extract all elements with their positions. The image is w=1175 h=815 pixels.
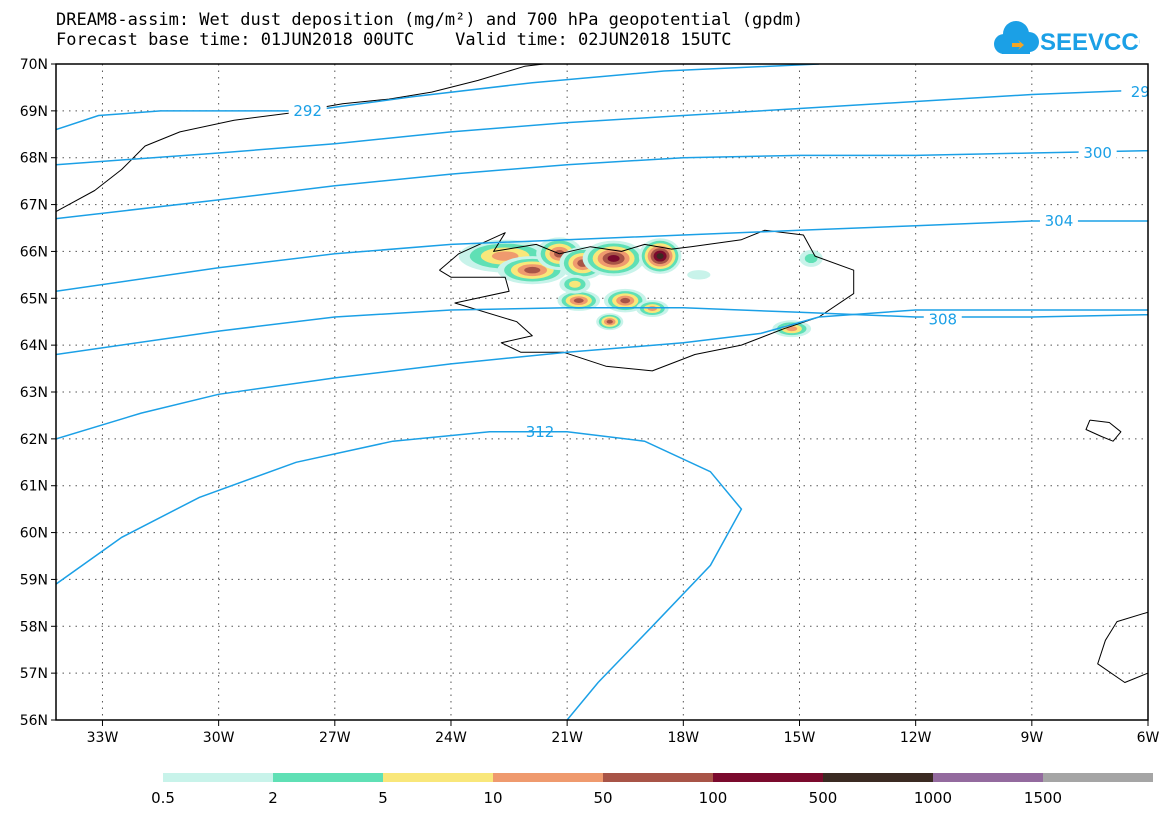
- colorbar-label: 10: [483, 789, 502, 807]
- lat-tick-label: 67N: [20, 198, 48, 214]
- contour-line: [56, 64, 819, 131]
- lat-tick-label: 62N: [20, 432, 48, 448]
- colorbar-segment: [603, 773, 713, 782]
- colorbar-segment: [273, 773, 383, 782]
- lat-tick-label: 69N: [20, 104, 48, 120]
- lon-tick-label: 6W: [1137, 730, 1160, 746]
- contour-label: 300: [1083, 144, 1112, 162]
- deposition-patch: [491, 251, 519, 261]
- lat-tick-label: 56N: [20, 713, 48, 729]
- logo-text: SEEVCCC: [1040, 29, 1140, 56]
- contour-label-bg: [1078, 144, 1117, 163]
- contour-label-bg: [1039, 211, 1078, 230]
- deposition-patch: [524, 266, 541, 274]
- map-axes: 33W 30W 27W 24W 21W 18W 15W 12W 9W 6W 70N 69N 68N 67N…: [20, 57, 1160, 746]
- lat-tick-label: 58N: [20, 619, 48, 635]
- lon-tick-label: 18W: [667, 730, 699, 746]
- cloud-icon: [994, 21, 1039, 54]
- deposition-patch: [687, 270, 711, 280]
- contour-label: 29: [1131, 83, 1150, 101]
- lon-tick-label: 21W: [551, 730, 583, 746]
- coastline: [56, 64, 1148, 683]
- map-title: DREAM8-assim: Wet dust deposition (mg/m²…: [56, 10, 804, 30]
- coastline-path: [56, 64, 544, 213]
- contour-label: 308: [928, 310, 957, 328]
- lon-tick-label: 33W: [87, 730, 119, 746]
- lon-tick-label: 15W: [784, 730, 816, 746]
- lat-tick-label: 65N: [20, 291, 48, 307]
- seevccc-logo: SEEVCCC: [994, 21, 1140, 56]
- colorbar-label: 50: [593, 789, 612, 807]
- lat-tick-label: 61N: [20, 479, 48, 495]
- deposition-patch: [656, 253, 664, 260]
- contour-line: [56, 431, 743, 720]
- colorbar-label: 5: [378, 789, 388, 807]
- deposition-patch: [606, 319, 613, 324]
- colorbar-segment: [383, 773, 493, 782]
- colorbar-label: 100: [699, 789, 728, 807]
- deposition-patch: [620, 297, 631, 304]
- colorbar-label: 1000: [914, 789, 952, 807]
- deposition-patch: [573, 298, 584, 304]
- contour-label-bg: [923, 310, 962, 329]
- lon-tick-label: 30W: [203, 730, 235, 746]
- contour-line: [56, 220, 1148, 293]
- colorbar-label: 1500: [1024, 789, 1062, 807]
- coastline-path: [1085, 419, 1122, 442]
- colorbar-segment: [823, 773, 933, 782]
- colorbar-segment: [493, 773, 603, 782]
- colorbar-label: 0.5: [151, 789, 175, 807]
- deposition-patch: [647, 306, 657, 312]
- contour-line: [56, 89, 1148, 166]
- colorbar-label: 500: [809, 789, 838, 807]
- lon-tick-label: 24W: [435, 730, 467, 746]
- colorbar-segment: [933, 773, 1043, 782]
- lat-tick-label: 59N: [20, 572, 48, 588]
- coastline-path: [1097, 611, 1148, 683]
- lon-tick-label: 27W: [319, 730, 351, 746]
- deposition-patch: [804, 253, 818, 264]
- lat-tick-label: 70N: [20, 57, 48, 73]
- lat-tick-label: 68N: [20, 151, 48, 167]
- contour-label-bg: [1121, 83, 1148, 102]
- contour-label: 304: [1045, 212, 1074, 230]
- colorbar-legend: 0.5 2 5 10 50 100 500 1000 1500: [151, 773, 1153, 807]
- lon-tick-label: 12W: [900, 730, 932, 746]
- graticule: [56, 64, 1148, 720]
- contour-label: 292: [293, 102, 322, 120]
- coastline-path: [439, 229, 855, 372]
- deposition-field: [458, 237, 823, 338]
- lat-tick-label: 63N: [20, 385, 48, 401]
- colorbar-label: 2: [268, 789, 278, 807]
- contour-label-bg: [288, 101, 327, 120]
- lat-tick-label: 57N: [20, 666, 48, 682]
- lat-tick-label: 60N: [20, 526, 48, 542]
- lat-tick-label: 64N: [20, 338, 48, 354]
- colorbar-segment: [1043, 773, 1153, 782]
- colorbar-segment: [713, 773, 823, 782]
- contour-line: [56, 309, 1148, 440]
- contour-line: [56, 149, 1148, 220]
- map-subtitle: Forecast base time: 01JUN2018 00UTC Vali…: [56, 30, 732, 50]
- deposition-patch: [569, 280, 581, 288]
- lat-tick-label: 66N: [20, 244, 48, 260]
- contour-line: [56, 306, 1148, 356]
- colorbar-segment: [163, 773, 273, 782]
- deposition-patch: [607, 255, 620, 262]
- lon-tick-label: 9W: [1020, 730, 1043, 746]
